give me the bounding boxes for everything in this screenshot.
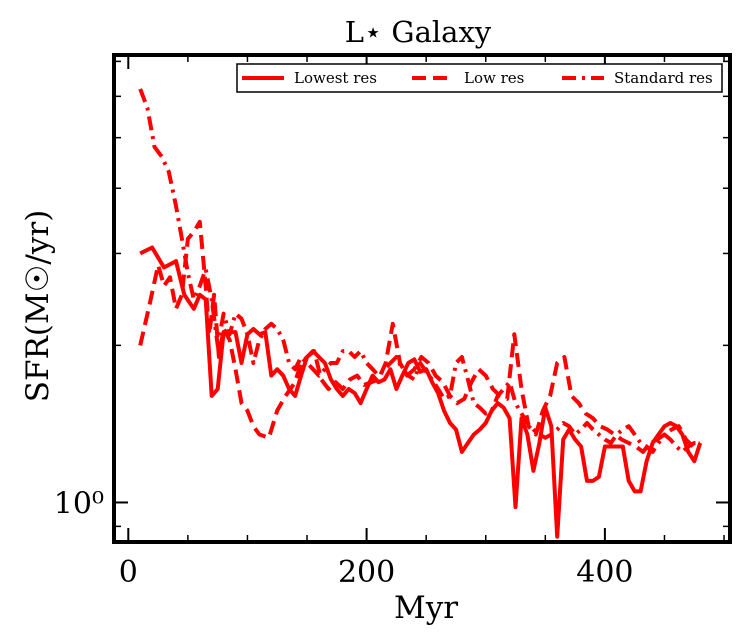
x-tick-label: 400 — [576, 555, 633, 590]
legend-box — [236, 63, 723, 93]
legend-label-low-res: Low res — [464, 69, 524, 87]
series-line-standard-res — [138, 88, 701, 454]
y-axis-label: SFR(M☉/yr) — [20, 210, 56, 403]
y-tick-label: 10⁰ — [54, 486, 104, 521]
x-axis-label: Myr — [394, 590, 458, 626]
chart-title: L⋆ Galaxy — [345, 15, 492, 49]
x-tick-label: 200 — [338, 555, 395, 590]
legend-label-lowest-res: Lowest res — [294, 69, 377, 87]
legend: Lowest res Low res Standard res — [236, 63, 723, 93]
series-line-low-res — [138, 219, 702, 454]
series-line-lowest-res — [139, 245, 703, 539]
legend-label-standard-res: Standard res — [614, 69, 713, 87]
x-tick-label: 0 — [119, 555, 138, 590]
plot-frame — [112, 53, 732, 544]
plot-lines — [138, 88, 703, 539]
